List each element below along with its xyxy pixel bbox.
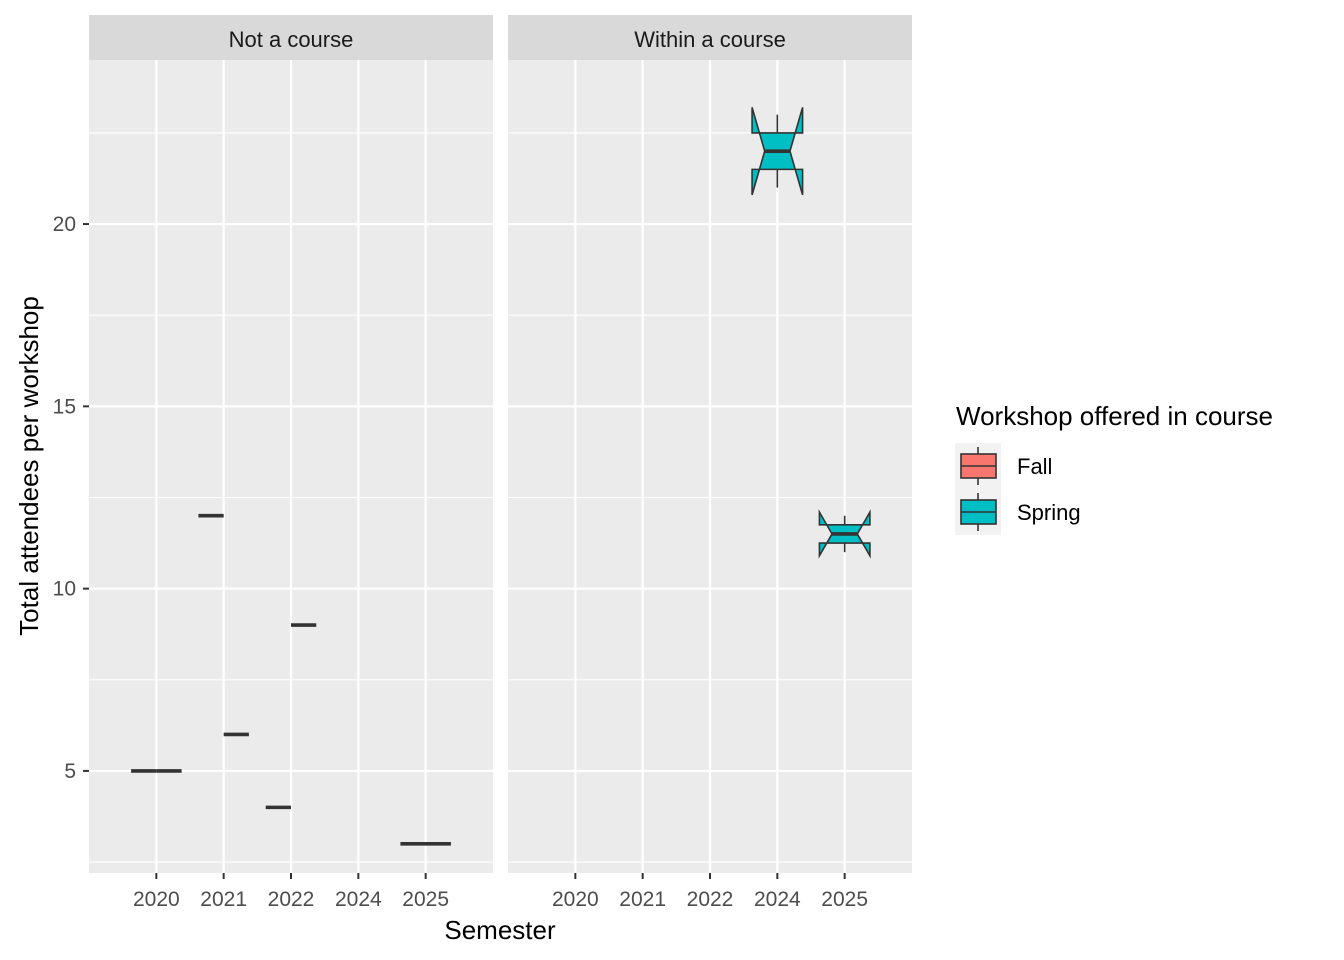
y-tick-label: 10 (53, 578, 76, 601)
box-2024-spring (751, 107, 804, 196)
x-tick-label: 2022 (268, 888, 315, 911)
x-axis-not-a-course: 2020 2021 2022 2024 2025 (133, 873, 449, 911)
x-tick-label: 2022 (687, 888, 734, 911)
strip-label-within-a-course: Within a course (634, 27, 786, 52)
legend: Workshop offered in course Fall Spring (955, 401, 1273, 535)
y-axis-title: Total attendees per workshop (14, 296, 44, 636)
legend-title: Workshop offered in course (956, 401, 1273, 431)
x-tick-label: 2020 (552, 888, 599, 911)
panel-not-a-course: Not a course (89, 15, 493, 873)
y-tick-label: 5 (64, 760, 76, 783)
strip-label-not-a-course: Not a course (229, 27, 354, 52)
x-tick-label: 2021 (200, 888, 247, 911)
y-tick-label: 20 (53, 213, 76, 236)
legend-label-fall: Fall (1017, 454, 1052, 479)
strip-within-a-course (508, 15, 912, 60)
strip-not-a-course (89, 15, 493, 60)
legend-key-fall: Fall (955, 443, 1052, 489)
x-tick-label: 2024 (754, 888, 801, 911)
y-tick-label: 15 (53, 395, 76, 418)
panel-within-a-course: Within a course (508, 15, 912, 873)
box-2025-spring (818, 509, 871, 559)
x-tick-label: 2020 (133, 888, 180, 911)
boxes-within-a-course (751, 107, 871, 559)
x-tick-label: 2025 (402, 888, 449, 911)
x-tick-label: 2024 (335, 888, 382, 911)
legend-keys: Fall Spring (955, 443, 1081, 535)
y-axis: 5 10 15 20 (53, 213, 89, 783)
legend-label-spring: Spring (1017, 500, 1081, 525)
x-axis-title: Semester (444, 915, 556, 945)
legend-key-spring: Spring (955, 489, 1081, 535)
x-axis-within-a-course: 2020 2021 2022 2024 2025 (552, 873, 868, 911)
x-tick-label: 2025 (821, 888, 868, 911)
boxes-not-a-course (131, 513, 451, 846)
x-tick-label: 2021 (619, 888, 666, 911)
gridlines-within-a-course (508, 60, 912, 873)
